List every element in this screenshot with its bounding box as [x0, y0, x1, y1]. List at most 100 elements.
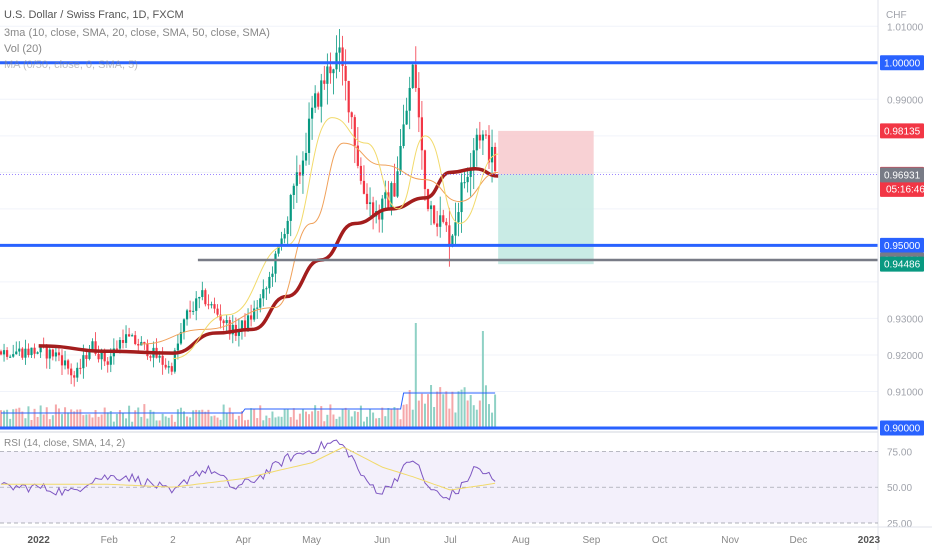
- volume-bar: [48, 419, 51, 428]
- candle-body: [307, 118, 311, 153]
- volume-bar: [338, 416, 341, 428]
- volume-bar: [420, 393, 423, 428]
- candle-body: [231, 324, 234, 335]
- candle-body: [219, 314, 222, 321]
- candle-body: [161, 355, 164, 365]
- candle-body: [460, 182, 463, 213]
- volume-bar: [283, 408, 286, 428]
- candle-body: [478, 134, 481, 141]
- candle-body: [362, 180, 366, 194]
- symbol-title[interactable]: U.S. Dollar / Swiss Franc, 1D, FXCM: [4, 9, 184, 21]
- volume-bar: [417, 400, 420, 428]
- volume-bar: [76, 409, 79, 428]
- candle-body: [378, 211, 381, 220]
- candle-body: [475, 134, 478, 151]
- candle-body: [237, 329, 240, 336]
- volume-bar: [457, 391, 460, 428]
- volume-bar: [314, 405, 317, 428]
- price-tag: 0.98135: [884, 126, 921, 137]
- candle-body: [463, 182, 466, 184]
- candle-body: [280, 238, 283, 247]
- candle-body: [45, 346, 48, 359]
- candle-body: [36, 352, 39, 354]
- level-tag: 0.90000: [884, 424, 921, 435]
- volume-bar: [189, 417, 192, 428]
- candle-body: [393, 183, 396, 197]
- volume-bar: [292, 408, 295, 428]
- volume-bar: [350, 416, 353, 428]
- x-tick-label: Nov: [721, 535, 739, 546]
- indicator-vol-legend[interactable]: Vol (20): [4, 43, 42, 55]
- candle-body: [356, 145, 359, 166]
- volume-bar: [448, 408, 451, 428]
- volume-bar: [115, 413, 118, 428]
- volume-bar: [488, 404, 490, 428]
- volume-bar: [146, 418, 149, 428]
- candle-body: [225, 320, 228, 324]
- volume-bar: [411, 409, 414, 428]
- volume-bar: [54, 404, 57, 428]
- volume-bar: [237, 415, 240, 428]
- price-tag-bg: [880, 256, 924, 272]
- candle-body: [201, 290, 204, 297]
- volume-bar: [195, 409, 198, 428]
- volume-bar: [61, 414, 63, 428]
- rsi-ma-line: [1, 446, 496, 491]
- volume-bar: [311, 411, 314, 428]
- volume-bar: [265, 415, 268, 428]
- volume-bar: [231, 413, 234, 428]
- volume-bar: [286, 409, 289, 428]
- candle-body: [222, 320, 225, 324]
- volume-bar: [122, 413, 124, 428]
- candle-body: [73, 375, 76, 378]
- candle-body: [271, 273, 274, 277]
- volume-bar: [405, 404, 408, 428]
- candle-body: [70, 368, 73, 376]
- volume-bar: [484, 385, 487, 428]
- volume-bar: [433, 407, 436, 428]
- candle-body: [402, 124, 405, 147]
- volume-bar: [481, 331, 484, 428]
- candle-body: [94, 341, 97, 354]
- volume-bar: [384, 416, 387, 428]
- rsi-level-label: 75.00: [887, 447, 912, 458]
- volume-bar: [6, 409, 9, 428]
- x-tick-label: May: [302, 535, 321, 546]
- candle-body: [472, 150, 475, 168]
- y-tick-label: 0.92000: [887, 351, 924, 362]
- level-tag-bg: [880, 237, 924, 253]
- candle-body: [295, 172, 298, 186]
- volume-bar: [73, 411, 76, 428]
- candle-body: [164, 364, 167, 368]
- volume-bar: [173, 421, 176, 428]
- candle-body: [18, 348, 21, 352]
- y-tick-label: 0.99000: [887, 95, 924, 106]
- rsi-legend[interactable]: RSI (14, close, SMA, 14, 2): [4, 438, 126, 449]
- candle-body: [216, 308, 219, 315]
- candle-body: [63, 360, 67, 366]
- volume-bar: [250, 408, 253, 428]
- x-tick-label: Oct: [652, 535, 668, 546]
- indicator-ma-legend[interactable]: MA (0/50, close, 0, SMA, 5): [4, 59, 138, 71]
- candle-body: [323, 80, 326, 84]
- volume-bar: [85, 414, 88, 428]
- candle-body: [429, 205, 433, 210]
- volume-bar: [332, 414, 335, 428]
- candle-body: [246, 315, 250, 329]
- rsi-level-label: 25.00: [887, 519, 912, 530]
- candle-body: [192, 310, 195, 312]
- candle-body: [2, 350, 6, 355]
- candle-body: [185, 310, 189, 320]
- volume-bar: [436, 391, 439, 428]
- indicator-3ma-legend[interactable]: 3ma (10, close, SMA, 20, close, SMA, 50,…: [4, 27, 270, 39]
- candle-body: [423, 150, 427, 190]
- candle-body: [12, 354, 15, 357]
- volume-bar: [408, 390, 411, 428]
- candle-body: [338, 47, 341, 53]
- volume-bar: [82, 415, 85, 428]
- candle-body: [494, 146, 497, 172]
- candle-body: [442, 215, 445, 222]
- volume-bar: [247, 419, 250, 428]
- volume-bar: [491, 412, 494, 428]
